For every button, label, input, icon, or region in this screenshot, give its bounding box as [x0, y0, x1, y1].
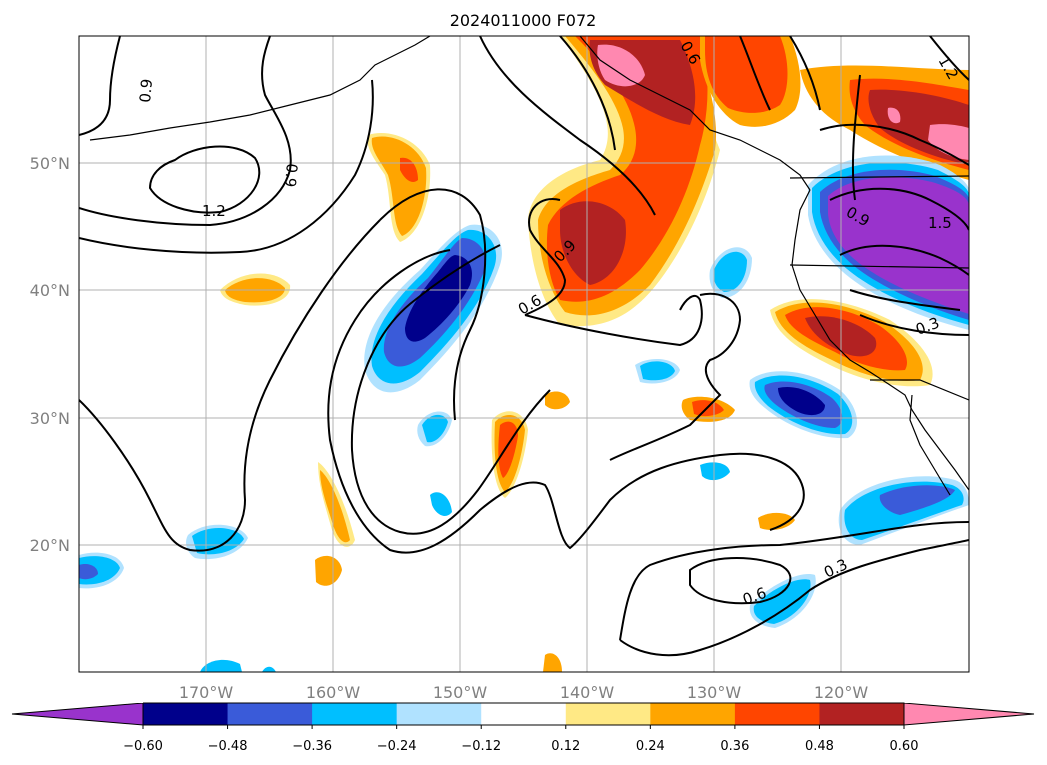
- contour-label: 0.9: [281, 163, 301, 188]
- anomaly-small-negative: [422, 414, 448, 443]
- lat-label: 40°N: [30, 281, 70, 300]
- positive-anomaly-fields: [220, 36, 969, 672]
- anomaly-small-positive: [543, 653, 562, 672]
- map-panel: 0.9 0.9 1.2 0.6 0.9 0.6 0.9 1.5 0.3 0.6 …: [79, 36, 969, 672]
- map-frame: [78, 35, 970, 673]
- colorbar-extend-high: [904, 703, 1034, 725]
- anomaly-small-negative: [700, 462, 730, 481]
- colorbar-tick-label: −0.36: [292, 739, 332, 754]
- anomaly-pnw-negative: [828, 177, 969, 314]
- lon-label: 150°W: [433, 683, 488, 702]
- colorbar-outline: [11, 702, 1035, 726]
- anomaly-small-negative: [200, 659, 242, 672]
- colorbar-tick-label: −0.12: [461, 739, 501, 754]
- contour-label: 1.5: [928, 214, 952, 232]
- figure-title: 2024011000 F072: [450, 11, 597, 30]
- colorbar-tick-label: −0.24: [377, 739, 417, 754]
- lat-label: 30°N: [30, 409, 70, 428]
- anomaly-baja-negative: [879, 485, 955, 515]
- anomaly-gulf-alaska-positive: [597, 44, 645, 87]
- anomaly-small-negative: [262, 666, 276, 672]
- colorbar-swatch: [396, 703, 482, 725]
- anomaly-small-positive: [315, 555, 342, 586]
- anomaly-bc-coast-positive: [705, 36, 788, 113]
- colorbar-swatch: [143, 703, 229, 725]
- anomaly-small-negative: [79, 564, 98, 580]
- anomaly-small-negative: [192, 528, 244, 555]
- colorbar-tick-label: −0.60: [123, 739, 163, 754]
- contour-label: 1.2: [202, 202, 226, 220]
- lon-label: 140°W: [560, 683, 615, 702]
- colorbar-swatch: [312, 703, 398, 725]
- colorbar-tick-label: 0.48: [805, 739, 834, 754]
- anomaly-northeast-positive: [887, 107, 969, 160]
- longitude-labels: 170°W 160°W 150°W 140°W 130°W 120°W: [179, 683, 869, 702]
- colorbar-swatch: [734, 703, 820, 725]
- contour-lines: [79, 36, 969, 657]
- lon-label: 120°W: [814, 683, 869, 702]
- colorbar-tick-label: 0.60: [890, 739, 919, 754]
- latitude-labels: 50°N 40°N 30°N 20°N: [30, 154, 70, 555]
- colorbar-tick-label: −0.48: [208, 739, 248, 754]
- anomaly-central-pacific-positive: [400, 157, 418, 182]
- contour-label: 0.9: [136, 78, 156, 103]
- anomaly-small-negative: [430, 492, 452, 516]
- colorbar-swatch: [481, 703, 567, 725]
- anomaly-central-negative: [405, 255, 473, 342]
- colorbar-swatch: [227, 703, 313, 725]
- lon-label: 170°W: [179, 683, 234, 702]
- anomaly-small-positive: [320, 470, 350, 543]
- colorbar-swatch: [819, 703, 905, 725]
- colorbar-ticks: −0.60 −0.48 −0.36 −0.24 −0.12 0.12 0.24 0.36 0.4…: [123, 725, 918, 754]
- anomaly-small-negative: [640, 361, 675, 381]
- coastlines: [89, 36, 969, 496]
- colorbar-tick-label: 0.12: [551, 739, 580, 754]
- lon-label: 160°W: [306, 683, 361, 702]
- anomaly-central-pacific-positive: [371, 136, 427, 236]
- lat-label: 50°N: [30, 154, 70, 173]
- colorbar-extend-low: [12, 703, 143, 725]
- anomaly-small-positive: [545, 391, 570, 410]
- anomaly-small-positive: [758, 512, 795, 530]
- colorbar-swatch: [565, 703, 651, 725]
- anomaly-gulf-alaska-positive: [560, 40, 696, 285]
- colorbar-swatch: [650, 703, 736, 725]
- colorbar-tick-label: 0.24: [636, 739, 665, 754]
- colorbar: −0.60 −0.48 −0.36 −0.24 −0.12 0.12 0.24 0.36 0.4…: [11, 702, 1035, 754]
- colorbar-swatches: [12, 703, 1034, 725]
- lon-label: 130°W: [687, 683, 742, 702]
- anomaly-small-negative: [713, 251, 747, 292]
- anomaly-socal-negative: [778, 386, 825, 416]
- anomaly-southeast-negative: [753, 579, 811, 624]
- lat-label: 20°N: [30, 536, 70, 555]
- colorbar-tick-label: 0.36: [720, 739, 749, 754]
